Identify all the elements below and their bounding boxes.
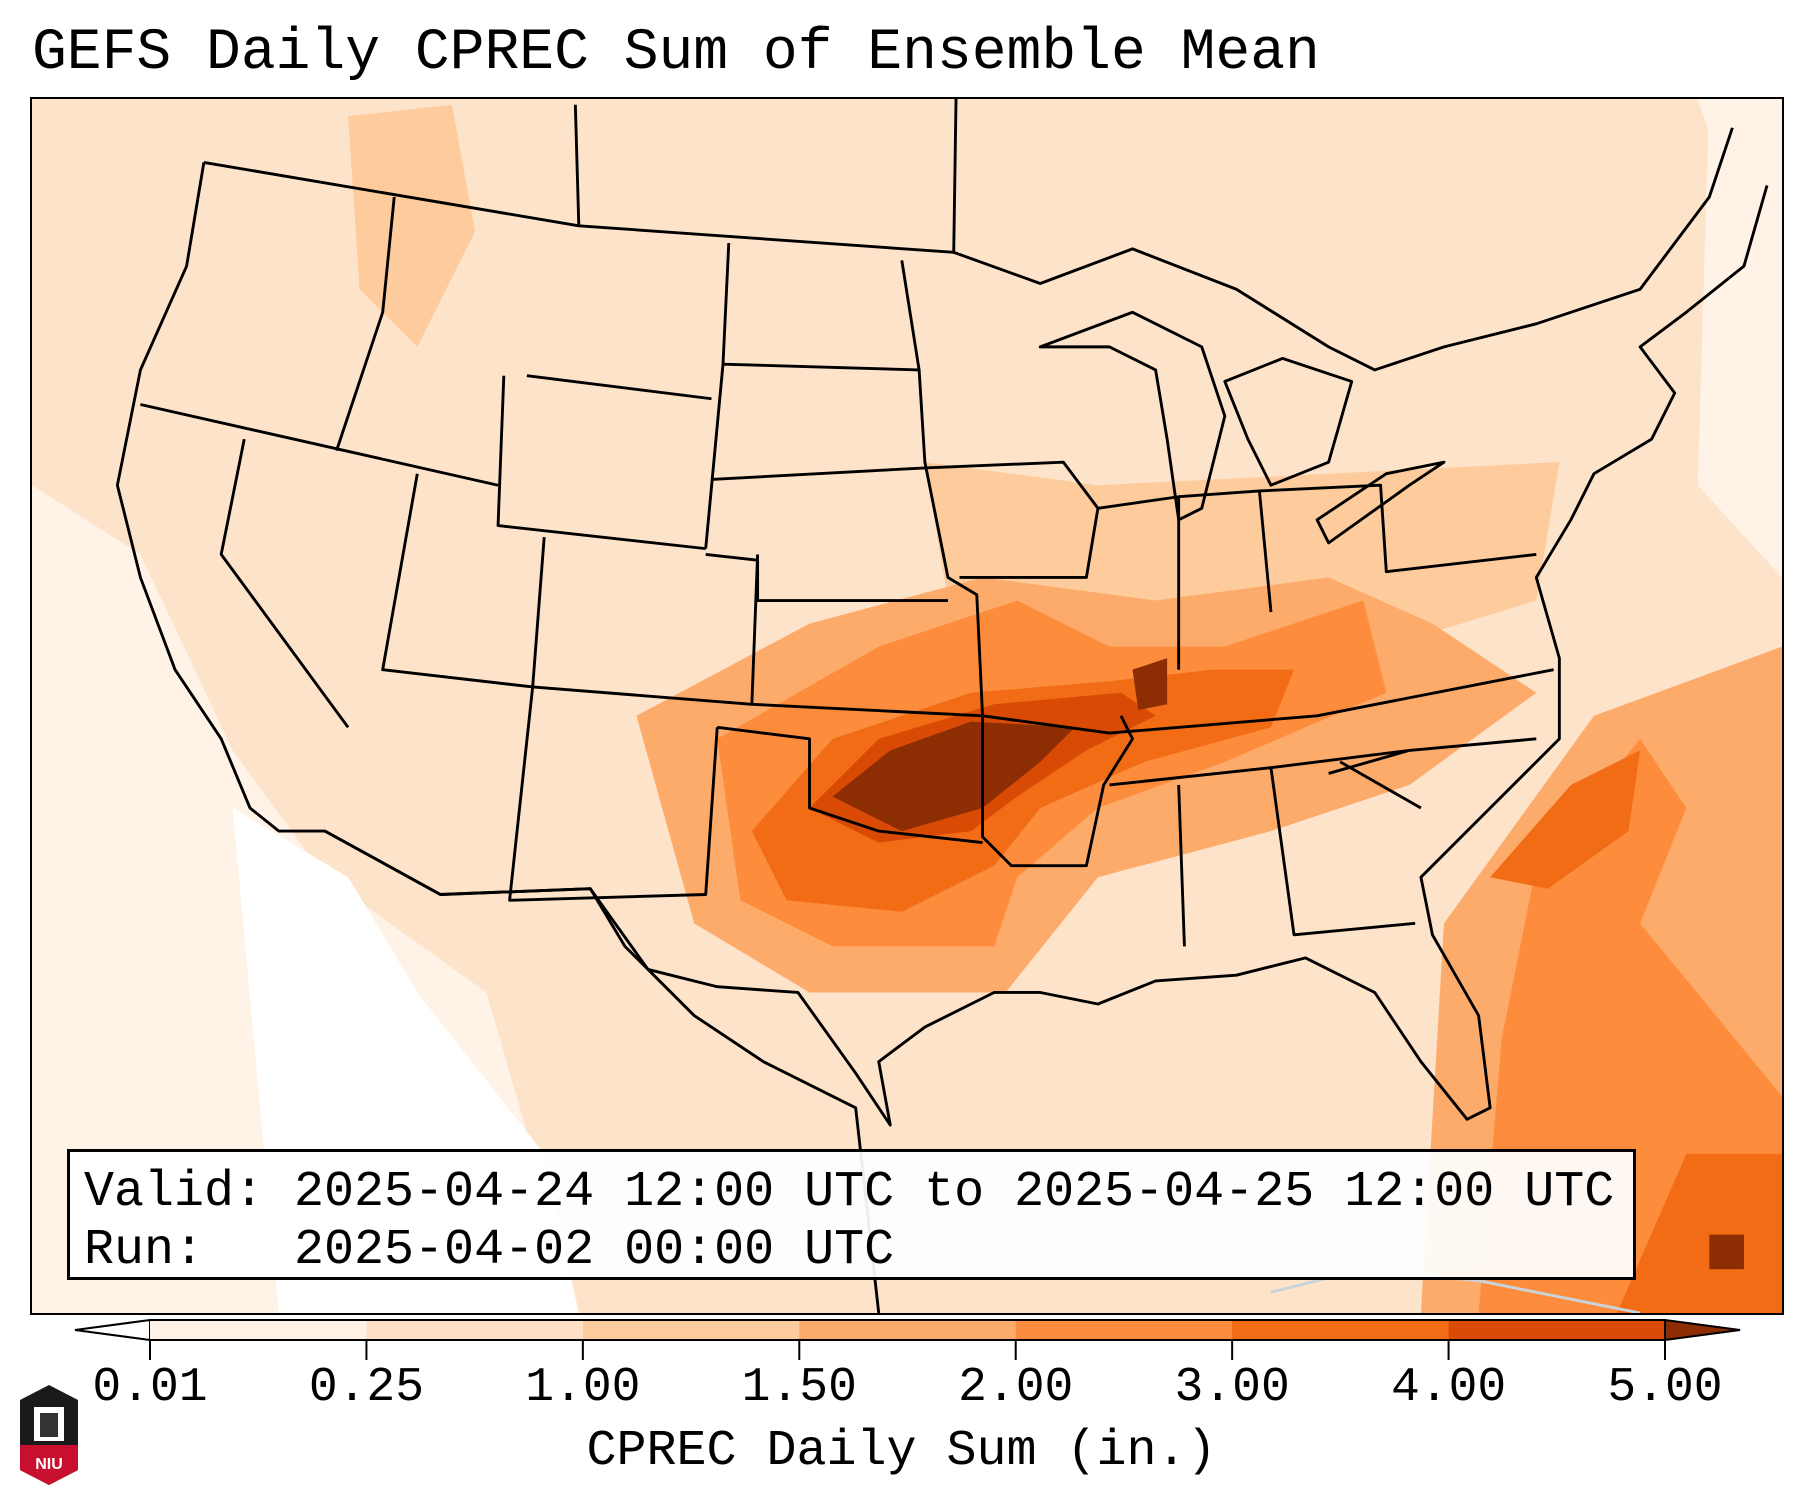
colorbar-ticks bbox=[149, 1340, 1666, 1360]
colorbar-label: CPREC Daily Sum (in.) bbox=[586, 1423, 1217, 1480]
precip-field bbox=[32, 99, 1782, 1313]
colorbar-over-triangle bbox=[1664, 1318, 1741, 1342]
colorbar-bin bbox=[366, 1320, 584, 1340]
colorbar-outline bbox=[150, 1319, 1665, 1341]
colorbar-bin bbox=[150, 1320, 367, 1340]
colorbar-tick-label: 1.00 bbox=[525, 1361, 641, 1415]
niu-logo: NIU bbox=[20, 1385, 78, 1485]
chart-title: GEFS Daily CPREC Sum of Ensemble Mean bbox=[32, 21, 1320, 86]
colorbar bbox=[74, 1318, 1741, 1360]
mexico-border bbox=[324, 829, 881, 1313]
colorbar-bin bbox=[799, 1320, 1017, 1340]
colorbar-bin bbox=[1448, 1320, 1666, 1340]
field-max bbox=[832, 721, 1075, 832]
colorbar-tick-label: 0.25 bbox=[308, 1361, 425, 1415]
colorbar-under-triangle bbox=[74, 1318, 151, 1342]
field-max-2 bbox=[1132, 658, 1168, 711]
colorbar-bin bbox=[582, 1320, 800, 1340]
field-carib-4 bbox=[1617, 1153, 1782, 1313]
svg-text:NIU: NIU bbox=[35, 1456, 63, 1473]
run-time-text: Run: 2025-04-02 00:00 UTC bbox=[84, 1222, 895, 1279]
field-carib-max bbox=[1709, 1234, 1744, 1270]
colorbar-bins bbox=[74, 1318, 1741, 1342]
valid-time-text: Valid: 2025-04-24 12:00 UTC to 2025-04-2… bbox=[84, 1164, 1615, 1221]
field-nw-mod bbox=[348, 104, 475, 347]
colorbar-tick-label: 0.01 bbox=[92, 1361, 208, 1415]
colorbar-tick-label: 5.00 bbox=[1607, 1361, 1723, 1415]
colorbar-bin bbox=[1015, 1320, 1233, 1340]
field-atl-4 bbox=[1490, 750, 1641, 889]
boundaries bbox=[115, 99, 1769, 1313]
state-lines bbox=[140, 99, 1554, 947]
precip-map bbox=[30, 97, 1784, 1315]
valid-run-info-box: Valid: 2025-04-24 12:00 UTC to 2025-04-2… bbox=[67, 1149, 1636, 1280]
colorbar-bin bbox=[1232, 1320, 1450, 1340]
colorbar-tick-label: 2.00 bbox=[958, 1361, 1074, 1415]
colorbar-tick-label: 4.00 bbox=[1390, 1361, 1507, 1415]
us-coastline bbox=[115, 162, 1769, 1127]
colorbar-tick-label: 1.50 bbox=[741, 1361, 857, 1415]
colorbar-tick-label: 3.00 bbox=[1174, 1361, 1290, 1415]
great-lakes bbox=[1038, 310, 1446, 545]
precip-map-svg bbox=[32, 99, 1782, 1313]
